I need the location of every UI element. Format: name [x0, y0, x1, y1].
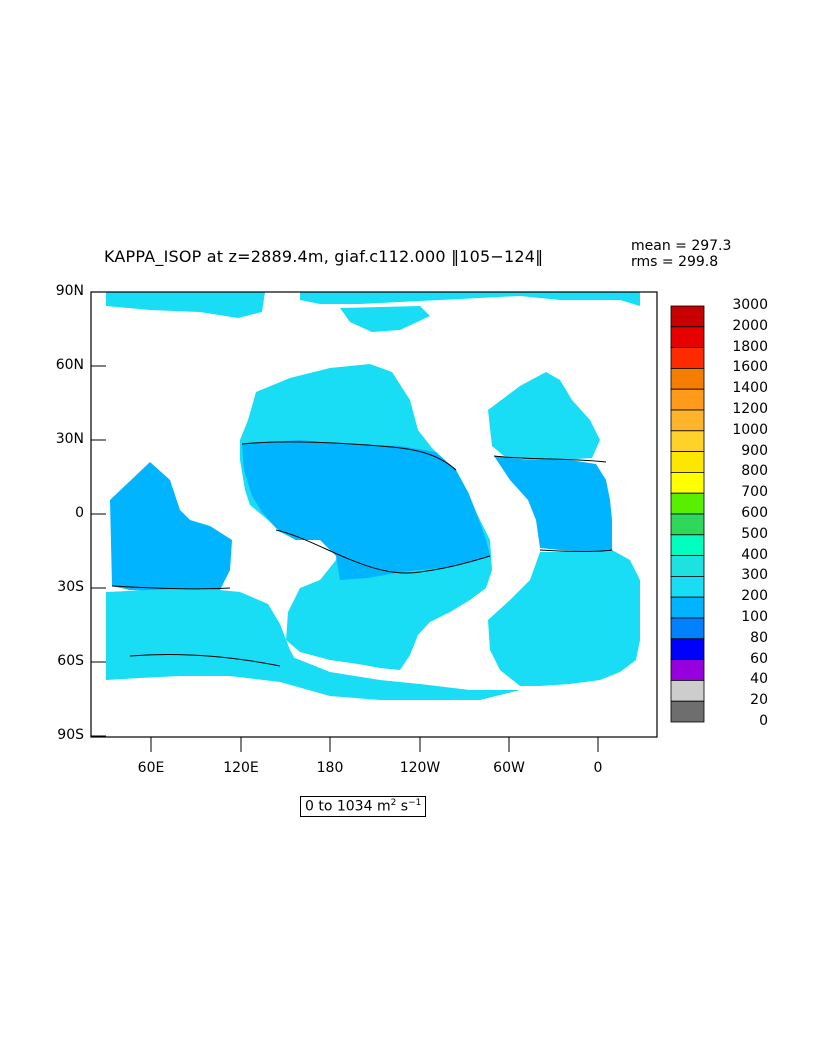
colorbar-swatch: [670, 638, 705, 660]
x-tick-label: 60W: [493, 760, 525, 776]
contour-lines: [111, 441, 613, 667]
y-tick-label: 60N: [55, 357, 84, 373]
indian-ocean: [110, 462, 232, 592]
colorbar-level-label: 300: [741, 567, 768, 584]
colorbar-level-label: 2000: [732, 317, 768, 334]
colorbar-swatch: [670, 409, 705, 432]
y-tick-label: 30S: [57, 579, 84, 595]
rms-stat: rms = 299.8: [631, 254, 719, 270]
southern-atlantic: [488, 550, 640, 686]
x-tick-label: 120W: [399, 760, 441, 776]
arctic-ocean-east: [300, 292, 640, 306]
colorbar-level-label: 700: [741, 484, 768, 501]
x-axis-ticks: [150, 737, 599, 752]
colorbar-level-label: 100: [741, 609, 768, 625]
colorbar-level-label: 20: [750, 692, 768, 709]
atlantic-ocean: [488, 372, 600, 460]
y-tick-label: 0: [75, 505, 84, 521]
arctic-sea-patch: [340, 306, 430, 332]
range-mid: s: [396, 798, 409, 815]
y-tick-label: 60S: [57, 653, 84, 669]
colorbar-swatch: [670, 326, 705, 348]
colorbar-swatch: [670, 700, 705, 723]
mean-stat: mean = 297.3: [631, 238, 732, 254]
colorbar-level-label: 0: [759, 713, 768, 729]
colorbar-level-label: 60: [750, 650, 768, 667]
colorbar-level-label: 600: [741, 505, 768, 521]
x-tick-label: 0: [593, 760, 603, 776]
x-tick-label: 180: [316, 760, 344, 776]
colorbar: [670, 305, 705, 723]
y-tick-label: 90S: [57, 727, 84, 743]
colorbar-swatch: [670, 305, 705, 328]
colorbar-swatch: [670, 596, 705, 619]
colorbar-swatch: [670, 367, 705, 390]
colorbar-level-label: 400: [741, 546, 768, 563]
colorbar-level-label: 1600: [732, 359, 768, 376]
colorbar-swatch: [670, 534, 705, 556]
colorbar-level-label: 3000: [732, 297, 768, 313]
colorbar-swatch: [670, 451, 705, 473]
colorbar-level-label: 40: [750, 671, 768, 688]
x-tick-label: 120E: [223, 760, 259, 776]
range-prefix: 0 to 1034 m: [305, 798, 391, 815]
y-tick-label: 90N: [55, 283, 84, 299]
colorbar-swatch: [670, 513, 705, 536]
pacific-tropical-band: [242, 440, 490, 580]
colorbar-swatch: [670, 471, 705, 494]
arctic-ocean: [106, 292, 265, 318]
ocean-fill: [106, 292, 640, 700]
colorbar-level-label: 1400: [732, 380, 768, 397]
y-axis-ticks: [91, 291, 106, 737]
colorbar-level-label: 1800: [732, 338, 768, 355]
colorbar-level-label: 900: [741, 442, 768, 459]
plot-title: KAPPA_ISOP at z=2889.4m, giaf.c112.000 ‖…: [104, 247, 544, 266]
colorbar-swatch: [670, 555, 705, 577]
colorbar-swatch: [670, 659, 705, 681]
colorbar-swatch: [670, 388, 705, 411]
colorbar-swatch: [670, 576, 705, 598]
colorbar-level-label: 1200: [732, 401, 768, 417]
colorbar-swatch: [670, 680, 705, 702]
southern-ocean: [106, 640, 520, 700]
colorbar-level-label: 200: [741, 588, 768, 605]
range-legend: 0 to 1034 m2 s−1: [300, 796, 427, 817]
colorbar-swatch: [670, 492, 705, 515]
x-tick-label: 60E: [137, 760, 165, 776]
atlantic-tropical: [494, 456, 612, 552]
colorbar-level-label: 80: [750, 629, 768, 646]
colorbar-swatch: [670, 617, 705, 640]
range-exp1: 2: [390, 798, 397, 808]
colorbar-swatch: [670, 430, 705, 452]
y-tick-label: 30N: [55, 431, 84, 447]
colorbar-level-label: 1000: [732, 421, 768, 438]
colorbar-level-label: 500: [741, 525, 768, 542]
range-exp2: −1: [408, 798, 422, 808]
colorbar-level-label: 800: [741, 463, 768, 480]
colorbar-swatch: [670, 347, 705, 369]
